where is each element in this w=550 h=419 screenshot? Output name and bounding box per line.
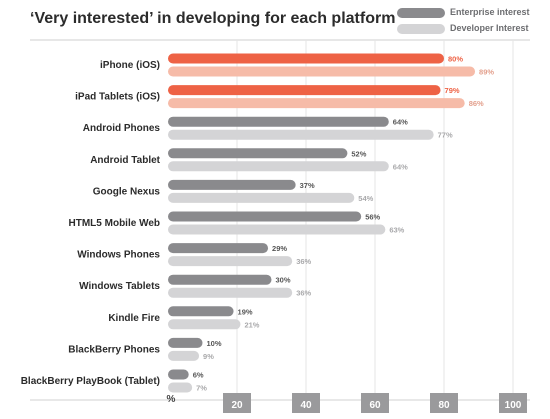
tick-label-60: 60 xyxy=(369,400,381,411)
category-label: iPad Tablets (iOS) xyxy=(75,92,160,103)
category-label: Windows Phones xyxy=(77,250,160,261)
legend-label-enterprise: Enterprise interest xyxy=(450,7,530,17)
value-label-enterprise: 29% xyxy=(272,244,287,253)
value-label-developer: 36% xyxy=(296,289,311,298)
tick-box-80 xyxy=(430,393,458,413)
value-label-enterprise: 30% xyxy=(276,276,291,285)
bar-developer xyxy=(168,224,386,235)
value-label-enterprise: 56% xyxy=(365,213,380,222)
bar-developer xyxy=(168,192,355,203)
value-label-developer: 7% xyxy=(196,384,207,393)
tick-label-80: 80 xyxy=(438,400,450,411)
bar-enterprise xyxy=(168,211,362,222)
value-label-enterprise: 52% xyxy=(351,149,366,158)
tick-label-100: 100 xyxy=(505,400,522,411)
category-label: BlackBerry PlayBook (Tablet) xyxy=(21,376,160,387)
value-label-enterprise: 37% xyxy=(300,181,315,190)
value-label-developer: 64% xyxy=(393,162,408,171)
value-label-developer: 63% xyxy=(389,226,404,235)
bar-developer xyxy=(168,161,389,172)
value-label-developer: 9% xyxy=(203,352,214,361)
tick-box-100 xyxy=(499,393,527,413)
bar-enterprise xyxy=(168,85,441,96)
value-label-enterprise: 80% xyxy=(448,55,463,64)
value-label-enterprise: 6% xyxy=(193,371,204,380)
tick-label-40: 40 xyxy=(300,400,312,411)
tick-box-20 xyxy=(223,393,251,413)
value-label-enterprise: 79% xyxy=(445,86,460,95)
value-label-developer: 36% xyxy=(296,257,311,266)
bar-developer xyxy=(168,287,293,298)
bar-developer xyxy=(168,129,434,140)
bar-enterprise xyxy=(168,116,389,127)
bar-enterprise xyxy=(168,306,234,317)
bar-developer xyxy=(168,98,465,109)
category-label: Google Nexus xyxy=(93,186,161,197)
bar-enterprise xyxy=(168,337,203,348)
legend-label-developer: Developer Interest xyxy=(450,23,529,33)
bar-developer xyxy=(168,382,193,393)
category-label: Android Phones xyxy=(83,123,161,134)
value-label-enterprise: 19% xyxy=(238,307,253,316)
value-label-developer: 54% xyxy=(358,194,373,203)
bar-enterprise xyxy=(168,274,272,285)
category-label: Windows Tablets xyxy=(79,281,160,292)
bar-developer xyxy=(168,66,476,77)
category-label: HTML5 Mobile Web xyxy=(69,218,160,229)
tick-box-60 xyxy=(361,393,389,413)
value-label-developer: 89% xyxy=(479,68,494,77)
tick-label-20: 20 xyxy=(231,400,243,411)
value-label-developer: 21% xyxy=(244,320,259,329)
value-label-developer: 77% xyxy=(438,131,453,140)
tick-box-40 xyxy=(292,393,320,413)
category-label: BlackBerry Phones xyxy=(68,344,160,355)
value-label-developer: 86% xyxy=(469,99,484,108)
bar-enterprise xyxy=(168,369,189,380)
bar-developer xyxy=(168,319,241,330)
category-label: iPhone (iOS) xyxy=(100,60,160,71)
bar-enterprise xyxy=(168,179,296,190)
chart-title: ‘Very interested’ in developing for each… xyxy=(30,10,396,27)
legend-swatch-developer xyxy=(397,24,445,34)
bar-developer xyxy=(168,256,293,267)
bar-enterprise xyxy=(168,53,444,64)
category-label: Kindle Fire xyxy=(108,313,160,324)
legend-swatch-enterprise xyxy=(397,8,445,18)
value-label-enterprise: 10% xyxy=(207,339,222,348)
bar-enterprise xyxy=(168,148,348,159)
value-label-enterprise: 64% xyxy=(393,118,408,127)
category-label: Android Tablet xyxy=(90,155,160,166)
bar-enterprise xyxy=(168,243,269,254)
bar-developer xyxy=(168,350,200,361)
x-axis-unit-label: % xyxy=(167,394,176,405)
